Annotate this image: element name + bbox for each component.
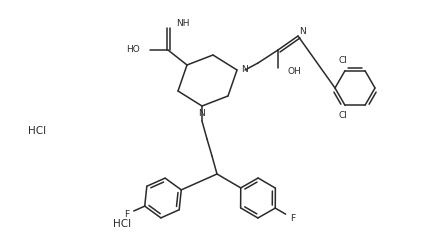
Text: N: N xyxy=(299,28,306,36)
Text: N: N xyxy=(241,65,248,75)
Text: HCl: HCl xyxy=(28,126,46,136)
Text: Cl: Cl xyxy=(338,111,347,120)
Text: N: N xyxy=(198,109,205,119)
Text: HO: HO xyxy=(126,46,140,55)
Text: NH: NH xyxy=(176,18,189,28)
Text: Cl: Cl xyxy=(338,56,347,65)
Text: F: F xyxy=(124,210,129,219)
Text: HCl: HCl xyxy=(113,219,131,229)
Text: OH: OH xyxy=(287,67,301,77)
Text: F: F xyxy=(289,214,294,223)
